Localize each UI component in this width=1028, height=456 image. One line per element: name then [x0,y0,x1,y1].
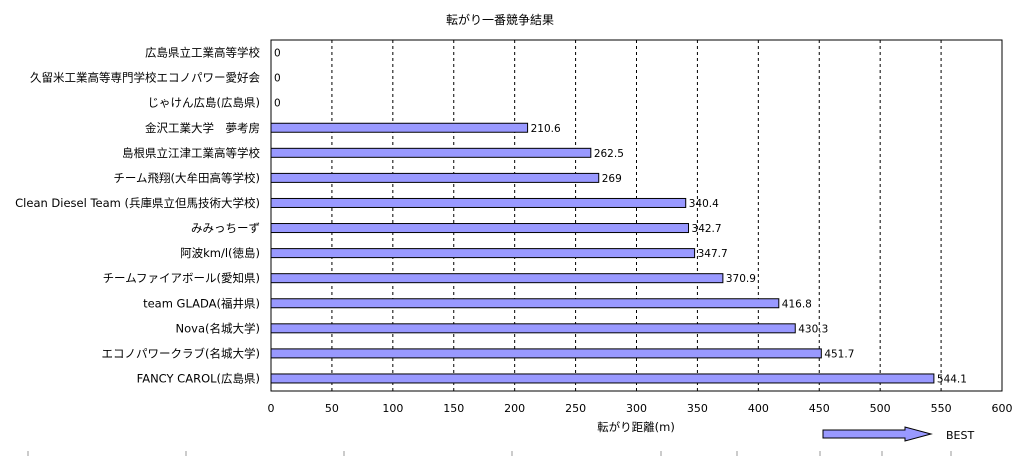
bar [270,348,822,359]
data-label: 0 [274,98,281,110]
category-label: FANCY CAROL(広島県) [137,371,260,385]
bar [270,373,935,384]
bar [270,197,687,208]
data-label: 451.7 [824,348,854,360]
best-label: BEST [946,429,974,442]
bar [270,248,696,259]
x-tick-label: 100 [382,402,403,415]
category-labels: 広島県立工業高等学校久留米工業高等専門学校エコノパワー愛好会じゃけん広島(広島県… [15,46,260,386]
x-tick-label: 150 [443,402,464,415]
category-label: じゃけん広島(広島県) [148,96,260,110]
data-label: 262.5 [594,148,624,160]
chart-title: 転がり一番競争結果 [446,12,554,27]
bottom-border-marks [27,451,952,456]
data-label: 370.9 [726,273,756,285]
category-label: 金沢工業大学 夢考房 [145,121,260,135]
category-label: team GLADA(福井県) [143,296,260,310]
category-label: Nova(名城大学) [176,321,260,335]
plot-area [270,39,1003,392]
data-label: 430.3 [798,323,828,335]
x-tick-label: 500 [870,402,891,415]
category-label: エコノパワークラブ(名城大学) [102,346,260,360]
data-label: 0 [274,73,281,85]
data-label: 416.8 [782,298,812,310]
x-tick-label: 250 [565,402,586,415]
category-label: チームファイアボール(愛知県) [103,271,260,285]
category-label: 久留米工業高等専門学校エコノパワー愛好会 [30,71,260,85]
data-label: 342.7 [692,223,722,235]
category-label: みみっちーず [191,221,260,235]
x-tick-label: 300 [626,402,647,415]
category-label: 阿波km/l(徳島) [180,246,260,260]
bar [270,172,600,183]
category-label: Clean Diesel Team (兵庫県立但馬技術大学校) [15,196,260,210]
data-label: 347.7 [698,248,728,260]
best-annotation: BEST [822,426,974,442]
data-label: 269 [602,173,622,185]
x-tick-label: 400 [748,402,769,415]
x-tick-labels: 0 50 100 150 200 250 300 350 400 450 500 550 600 [268,402,1013,415]
bar [270,223,690,234]
category-label: 島根県立江津工業高等学校 [122,146,260,160]
bar [270,273,724,284]
x-tick-label: 0 [268,402,275,415]
gridlines [331,40,942,391]
best-arrow [822,426,933,442]
data-label: 210.6 [531,123,561,135]
x-tick-label: 600 [992,402,1013,415]
bar [270,323,796,334]
bar [270,298,780,309]
data-label: 340.4 [689,198,719,210]
data-label: 544.1 [937,373,967,385]
x-tick-label: 50 [325,402,339,415]
x-tick-label: 350 [687,402,708,415]
bars: 0 0 0 210.6 262.5 269 340.4 342.7 347.7 370.9 416.… [270,48,967,385]
data-label: 0 [274,48,281,60]
category-label: 広島県立工業高等学校 [145,46,260,60]
bar [270,147,592,158]
x-tick-label: 200 [504,402,525,415]
x-tick-label: 450 [809,402,830,415]
x-axis-label: 転がり距離(m) [597,420,675,434]
x-tick-label: 550 [931,402,952,415]
bar [270,122,529,133]
category-label: チーム飛翔(大牟田高等学校) [113,171,260,185]
